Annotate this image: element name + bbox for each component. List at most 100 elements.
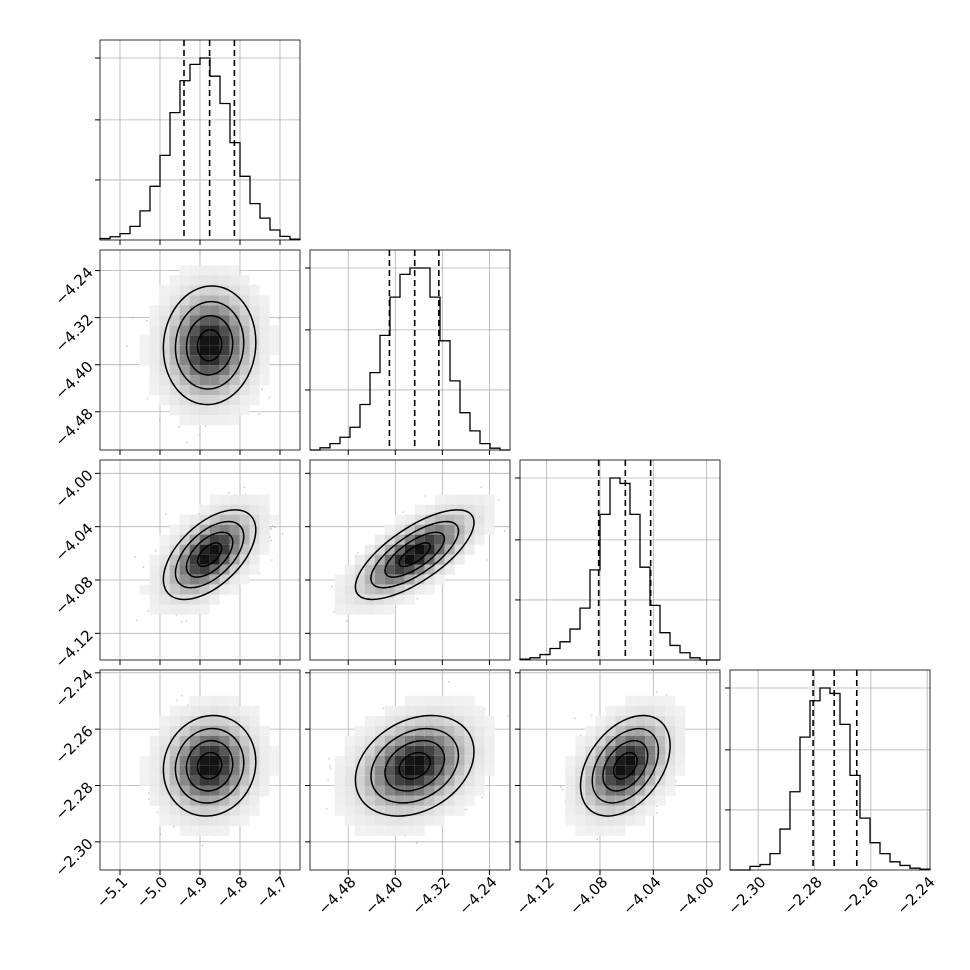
density-cell bbox=[199, 315, 210, 326]
density-contour bbox=[174, 300, 245, 390]
density-cell bbox=[219, 415, 230, 426]
density-cell bbox=[189, 325, 200, 336]
density-cell bbox=[219, 315, 230, 326]
density-cell bbox=[219, 375, 230, 386]
density-cell bbox=[404, 524, 415, 535]
density-cell bbox=[269, 335, 280, 346]
density-cell bbox=[219, 265, 230, 276]
density-cell bbox=[189, 305, 200, 316]
density-cell bbox=[269, 514, 280, 525]
density-cell bbox=[219, 325, 230, 336]
density-cell bbox=[334, 574, 345, 585]
density-cell bbox=[179, 514, 190, 525]
density-cell bbox=[229, 405, 240, 416]
density-cell bbox=[189, 385, 200, 396]
density-cell bbox=[249, 385, 260, 396]
density-cell bbox=[219, 285, 230, 296]
density-cell bbox=[199, 335, 210, 346]
density-cell bbox=[159, 375, 170, 386]
density-cell bbox=[199, 415, 210, 426]
scatter-panel-p0-p2 bbox=[95, 459, 301, 665]
density-cell bbox=[189, 365, 200, 376]
density-cell bbox=[474, 514, 485, 525]
density-cell bbox=[189, 564, 200, 575]
histogram-step bbox=[310, 267, 510, 451]
density-cell bbox=[209, 405, 220, 416]
density-cell bbox=[239, 295, 250, 306]
sample-point bbox=[199, 252, 201, 255]
density-cell bbox=[159, 815, 170, 826]
density-cell bbox=[189, 275, 200, 286]
density-cell bbox=[249, 345, 260, 356]
sample-point bbox=[258, 413, 260, 416]
density-cell bbox=[179, 415, 190, 426]
density-cell bbox=[179, 265, 190, 276]
density-cell bbox=[139, 765, 150, 776]
density-cell bbox=[159, 795, 170, 806]
density-cell bbox=[354, 564, 365, 575]
density-cell bbox=[239, 365, 250, 376]
density-cell bbox=[179, 305, 190, 316]
density-cell bbox=[239, 534, 250, 545]
density-cell bbox=[219, 514, 230, 525]
density-cell bbox=[434, 494, 445, 505]
sample-point bbox=[158, 419, 161, 422]
density-cell bbox=[149, 554, 160, 565]
density-cell bbox=[209, 534, 220, 545]
sample-point bbox=[146, 397, 149, 400]
density-cell bbox=[229, 395, 240, 406]
density-cell bbox=[209, 275, 220, 286]
density-cell bbox=[219, 544, 230, 555]
density-cell bbox=[189, 375, 200, 386]
density-cell bbox=[249, 335, 260, 346]
density-cell bbox=[169, 285, 180, 296]
density-cell bbox=[259, 365, 270, 376]
density-cell bbox=[394, 564, 405, 575]
density-cell bbox=[169, 564, 180, 575]
sample-point bbox=[180, 620, 183, 623]
density-cell bbox=[209, 365, 220, 376]
density-cell bbox=[384, 584, 395, 595]
density-cell bbox=[259, 504, 270, 515]
density-cell bbox=[189, 395, 200, 406]
density-cell bbox=[169, 405, 180, 416]
density-cell bbox=[219, 295, 230, 306]
density-cell bbox=[249, 554, 260, 565]
density-cell bbox=[239, 514, 250, 525]
sample-point bbox=[402, 511, 404, 513]
density-cell bbox=[149, 594, 160, 605]
density-cell bbox=[344, 604, 355, 615]
density-cell bbox=[199, 325, 210, 336]
sample-point bbox=[146, 319, 148, 322]
histogram-step bbox=[519, 477, 720, 661]
density-cell bbox=[219, 345, 230, 356]
density-cell bbox=[229, 355, 240, 366]
density-contour bbox=[185, 314, 234, 376]
density-cell bbox=[424, 534, 435, 545]
density-cell bbox=[159, 325, 170, 336]
density-cell bbox=[229, 524, 240, 535]
density-cell bbox=[229, 415, 240, 426]
density-cell bbox=[209, 524, 220, 535]
density-cell bbox=[179, 385, 190, 396]
sample-point bbox=[181, 694, 184, 697]
density-cell bbox=[179, 355, 190, 366]
density-contour bbox=[354, 509, 475, 601]
density-cell bbox=[219, 564, 230, 575]
density-cell bbox=[354, 584, 365, 595]
density-cell bbox=[239, 325, 250, 336]
density-cell bbox=[159, 725, 170, 736]
density-cell bbox=[169, 584, 180, 595]
density-cell bbox=[179, 375, 190, 386]
histogram-step bbox=[730, 687, 931, 871]
density-cell bbox=[334, 604, 345, 615]
density-cell bbox=[199, 504, 210, 515]
sample-point bbox=[269, 527, 271, 529]
density-cell bbox=[334, 584, 345, 595]
density-cell bbox=[189, 554, 200, 565]
density-cell bbox=[149, 564, 160, 575]
sample-point bbox=[159, 833, 162, 835]
density-cell bbox=[219, 275, 230, 286]
density-cell bbox=[159, 604, 170, 615]
density-cell bbox=[209, 594, 220, 605]
